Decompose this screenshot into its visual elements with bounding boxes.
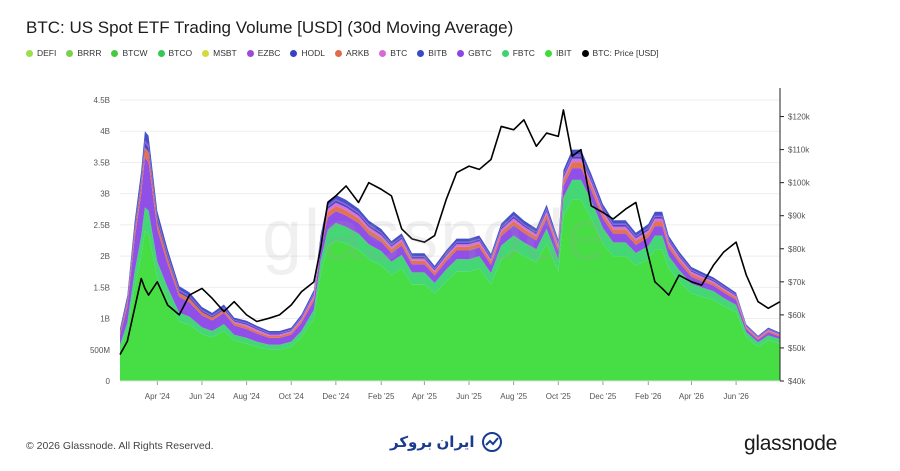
legend-swatch [335, 49, 343, 57]
x-tick-label: Dec '25 [589, 392, 616, 401]
x-tick-label: Jun '25 [456, 392, 482, 401]
y-right-tick-label: $50k [788, 344, 806, 353]
legend-label: FBTC [512, 48, 535, 58]
legend-item[interactable]: DEFI [26, 48, 56, 58]
x-tick-label: Feb '25 [368, 392, 395, 401]
x-tick-label: Dec '24 [322, 392, 349, 401]
legend-label: MSBT [213, 48, 237, 58]
legend-item[interactable]: BTC: Price [USD] [581, 48, 659, 58]
legend-swatch [544, 49, 552, 57]
y-right-tick-label: $70k [788, 278, 806, 287]
axes: 0 500M 1B 1.5B 2B 2.5B 3B 3.5B 4B 4.5B $40k $50k $60… [90, 88, 811, 401]
legend-label: BTC: Price [USD] [592, 48, 659, 58]
legend-label: GBTC [468, 48, 492, 58]
y-right-tick-label: $80k [788, 245, 806, 254]
legend-swatch [246, 49, 254, 57]
trend-icon [481, 432, 502, 452]
legend-label: HODL [301, 48, 326, 58]
legend-item[interactable]: BTC [379, 48, 407, 58]
x-tick-label: Apr '26 [679, 392, 705, 401]
legend-swatch [202, 49, 210, 57]
legend-label: BTCW [122, 48, 148, 58]
legend-label: ARKB [346, 48, 370, 58]
x-tick-label: Apr '25 [412, 392, 438, 401]
legend-swatch [417, 49, 425, 57]
legend-label: EZBC [257, 48, 281, 58]
copyright-text: © 2026 Glassnode. All Rights Reserved. [26, 440, 214, 452]
x-tick-label: Oct '25 [546, 392, 572, 401]
y-left-tick-label: 1.5B [94, 283, 110, 292]
legend-item[interactable]: EZBC [246, 48, 281, 58]
legend-swatch [111, 49, 119, 57]
legend-swatch [66, 49, 74, 57]
legend-item[interactable]: ARKB [335, 48, 369, 58]
x-tick-label: Jun '26 [723, 392, 749, 401]
y-right-tick-label: $90k [788, 212, 806, 221]
y-left-tick-label: 2.5B [94, 221, 110, 230]
y-left-tick-label: 1B [100, 315, 110, 324]
y-right-tick-label: $100k [788, 179, 811, 188]
x-tick-label: Feb '26 [635, 392, 662, 401]
legend-swatch [26, 49, 33, 57]
btc-price-series [119, 109, 781, 355]
brand-center: ایران بروکر [390, 432, 503, 452]
legend-swatch [290, 49, 298, 57]
y-right-tick-label: $120k [788, 113, 811, 122]
y-left-tick-label: 3.5B [94, 158, 110, 167]
y-left-tick-label: 2B [100, 252, 110, 261]
x-tick-label: Jun '24 [189, 392, 215, 401]
legend-label: DEFI [37, 48, 57, 58]
chart-title: BTC: US Spot ETF Trading Volume [USD] (3… [26, 18, 514, 37]
chart-legend: DEFI BRRR BTCW BTCO MSBT EZBC HODL ARKB BTC BITB G… [26, 48, 659, 58]
legend-item[interactable]: GBTC [457, 48, 492, 58]
glassnode-logo: glassnode [744, 432, 838, 455]
y-left-tick-label: 4.5B [94, 96, 110, 105]
legend-item[interactable]: BITB [417, 48, 447, 58]
legend-item[interactable]: HODL [290, 48, 325, 58]
legend-label: BITB [428, 48, 448, 58]
legend-item[interactable]: MSBT [202, 48, 237, 58]
y-left-tick-label: 0 [106, 377, 111, 386]
y-right-tick-label: $60k [788, 311, 806, 320]
price-line [119, 109, 781, 355]
legend-label: BTC [390, 48, 408, 58]
legend-label: IBIT [555, 48, 572, 58]
legend-swatch [157, 49, 165, 57]
y-left-tick-label: 3B [100, 190, 110, 199]
legend-swatch [379, 49, 387, 57]
legend-swatch [501, 49, 509, 57]
legend-item[interactable]: BRRR [66, 48, 101, 58]
x-tick-label: Oct '24 [279, 392, 305, 401]
legend-swatch [457, 49, 465, 57]
area-ibit [120, 199, 780, 381]
legend-item[interactable]: IBIT [544, 48, 572, 58]
legend-item[interactable]: FBTC [501, 48, 535, 58]
y-right-tick-label: $110k [788, 146, 810, 155]
x-tick-label: Aug '25 [500, 392, 527, 401]
y-left-tick-label: 500M [90, 346, 110, 355]
legend-label: BRRR [77, 48, 102, 58]
x-tick-label: Aug '24 [233, 392, 260, 401]
stacked-areas [120, 131, 780, 381]
legend-label: BTCO [168, 48, 193, 58]
legend-swatch [581, 49, 589, 57]
legend-item[interactable]: BTCO [157, 48, 193, 58]
legend-item[interactable]: BTCW [111, 48, 148, 58]
y-right-tick-label: $40k [788, 377, 806, 386]
y-left-tick-label: 4B [100, 127, 110, 136]
brand-center-label: ایران بروکر [390, 434, 475, 451]
x-tick-label: Apr '24 [145, 392, 171, 401]
